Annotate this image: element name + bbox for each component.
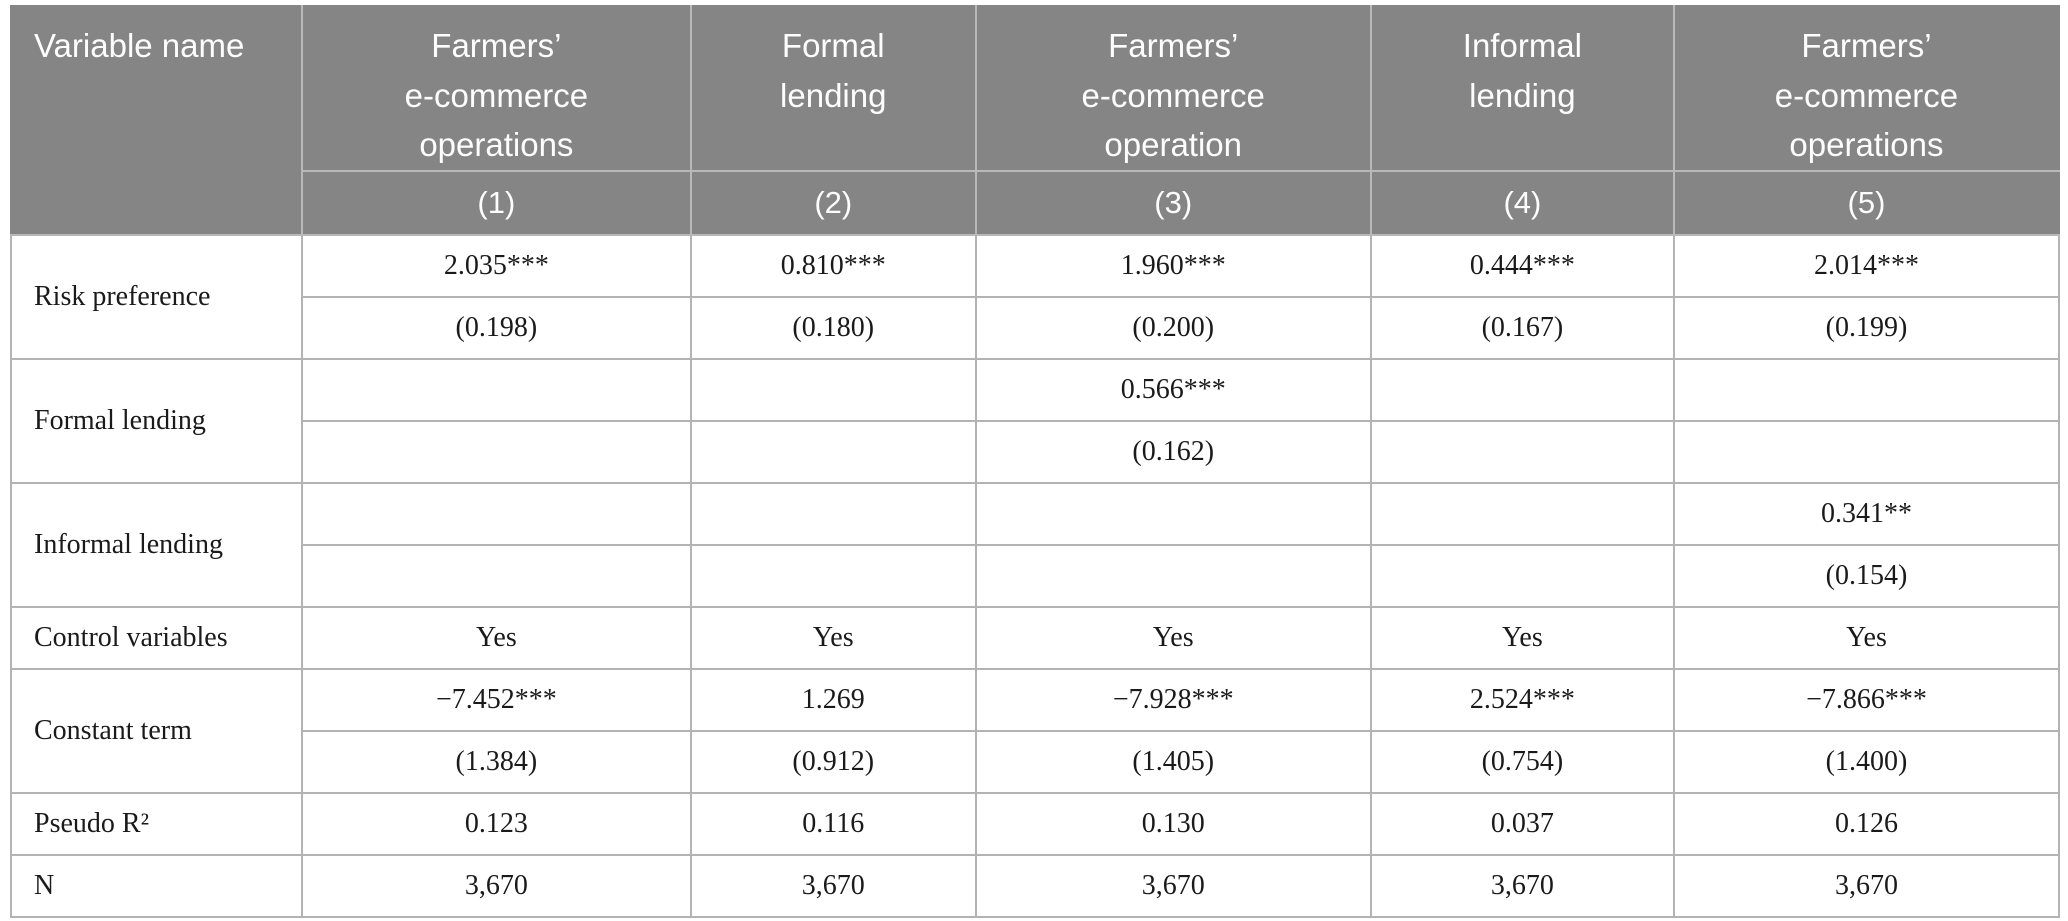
coef-cell — [689, 481, 977, 546]
coef-cell — [974, 481, 1372, 546]
se-cell: (0.180) — [689, 295, 977, 360]
coef-cell: 0.810*** — [689, 233, 977, 298]
row-label-formal-lending: Formal lending — [10, 357, 303, 484]
value-cell: 3,670 — [689, 853, 977, 918]
coef-cell: 0.566*** — [974, 357, 1372, 422]
value-cell: 0.123 — [300, 791, 692, 856]
row-informal-lending-coef: Informal lending 0.341** — [10, 481, 2061, 608]
column-header-2: Formal lending — [689, 5, 977, 172]
value-cell: 0.037 — [1369, 791, 1675, 856]
se-cell: (0.199) — [1672, 295, 2061, 360]
se-cell — [689, 543, 977, 608]
row-pseudo-r2: Pseudo R² 0.123 0.116 0.130 0.037 0.126 — [10, 791, 2061, 856]
row-label-constant-term: Constant term — [10, 667, 303, 794]
row-label-informal-lending: Informal lending — [10, 481, 303, 608]
value-cell: 0.126 — [1672, 791, 2061, 856]
coef-cell: 1.960*** — [974, 233, 1372, 298]
value-cell: Yes — [1369, 605, 1675, 670]
coef-cell: 0.444*** — [1369, 233, 1675, 298]
coef-cell: 2.035*** — [300, 233, 692, 298]
coef-cell: 0.341** — [1672, 481, 2061, 546]
model-number-4: (4) — [1369, 169, 1675, 236]
column-header-5: Farmers’ e-commerce operations — [1672, 5, 2061, 172]
row-n: N 3,670 3,670 3,670 3,670 3,670 — [10, 853, 2061, 918]
row-label-pseudo-r2: Pseudo R² — [10, 791, 303, 856]
row-label-n: N — [10, 853, 303, 918]
header-variable-name: Variable name — [10, 5, 303, 236]
se-cell — [300, 419, 692, 484]
value-cell: 0.116 — [689, 791, 977, 856]
se-cell: (1.384) — [300, 729, 692, 794]
se-cell — [974, 543, 1372, 608]
se-cell: (1.405) — [974, 729, 1372, 794]
table-body: Risk preference 2.035*** 0.810*** 1.960*… — [10, 233, 2061, 918]
header-title-row: Variable name Farmers’ e-commerce operat… — [10, 5, 2061, 236]
coef-cell — [1369, 357, 1675, 422]
row-formal-lending-se: (0.162) — [11, 419, 2061, 484]
row-risk-preference-se: (0.198) (0.180) (0.200) (0.167) (0.199) — [11, 295, 2061, 360]
coef-cell — [1672, 357, 2061, 422]
row-control-variables: Control variables Yes Yes Yes Yes Yes — [10, 605, 2061, 670]
value-cell: 0.130 — [974, 791, 1372, 856]
model-number-3: (3) — [974, 169, 1372, 236]
value-cell: Yes — [300, 605, 692, 670]
se-cell: (0.912) — [689, 729, 977, 794]
row-formal-lending-coef: Formal lending 0.566*** — [10, 357, 2061, 484]
value-cell: 3,670 — [1672, 853, 2061, 918]
se-cell: (1.400) — [1672, 729, 2061, 794]
se-cell: (0.167) — [1369, 295, 1675, 360]
se-cell: (0.754) — [1369, 729, 1675, 794]
coef-cell — [300, 481, 692, 546]
row-informal-lending-se: (0.154) — [11, 543, 2061, 608]
se-cell: (0.154) — [1672, 543, 2061, 608]
row-label-risk-preference: Risk preference — [10, 233, 303, 360]
model-number-2: (2) — [689, 169, 977, 236]
se-cell: (0.200) — [974, 295, 1372, 360]
value-cell: 3,670 — [974, 853, 1372, 918]
column-header-3: Farmers’ e-commerce operation — [974, 5, 1372, 172]
value-cell: Yes — [974, 605, 1372, 670]
coef-cell — [1369, 481, 1675, 546]
coef-cell — [689, 357, 977, 422]
header-model-number-row: (1) (2) (3) (4) (5) — [11, 169, 2061, 236]
coef-cell: −7.866*** — [1672, 667, 2061, 732]
model-number-1: (1) — [300, 169, 692, 236]
column-header-4: Informal lending — [1369, 5, 1675, 172]
row-constant-term-se: (1.384) (0.912) (1.405) (0.754) (1.400) — [11, 729, 2061, 794]
coef-cell: −7.928*** — [974, 667, 1372, 732]
se-cell — [300, 543, 692, 608]
se-cell: (0.162) — [974, 419, 1372, 484]
se-cell — [689, 419, 977, 484]
coef-cell: 2.524*** — [1369, 667, 1675, 732]
coef-cell — [300, 357, 692, 422]
se-cell: (0.198) — [300, 295, 692, 360]
value-cell: Yes — [1672, 605, 2061, 670]
value-cell: 3,670 — [1369, 853, 1675, 918]
se-cell — [1369, 419, 1675, 484]
column-header-1: Farmers’ e-commerce operations — [300, 5, 692, 172]
table-header: Variable name Farmers’ e-commerce operat… — [10, 5, 2061, 236]
coef-cell: −7.452*** — [300, 667, 692, 732]
row-constant-term-coef: Constant term −7.452*** 1.269 −7.928*** … — [10, 667, 2061, 794]
row-risk-preference-coef: Risk preference 2.035*** 0.810*** 1.960*… — [10, 233, 2061, 360]
coef-cell: 1.269 — [689, 667, 977, 732]
row-label-control-variables: Control variables — [10, 605, 303, 670]
coef-cell: 2.014*** — [1672, 233, 2061, 298]
value-cell: 3,670 — [300, 853, 692, 918]
se-cell — [1672, 419, 2061, 484]
se-cell — [1369, 543, 1675, 608]
regression-results-table: Variable name Farmers’ e-commerce operat… — [10, 5, 2061, 918]
value-cell: Yes — [689, 605, 977, 670]
model-number-5: (5) — [1672, 169, 2061, 236]
